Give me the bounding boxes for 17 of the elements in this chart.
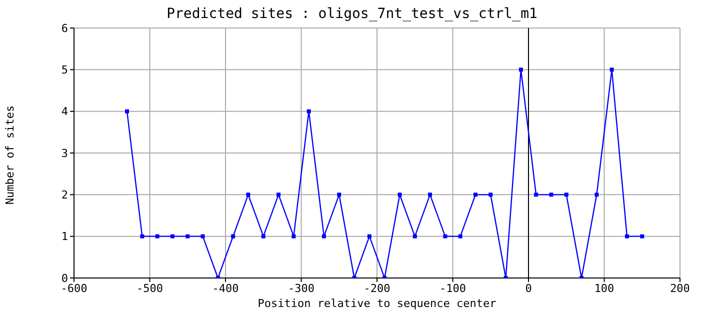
y-tick-label: 6 xyxy=(61,22,68,35)
x-tick-label: -400 xyxy=(212,282,239,295)
y-tick-label: 1 xyxy=(61,230,68,244)
x-tick-label: -500 xyxy=(136,282,163,295)
y-tick-label: 5 xyxy=(61,64,68,77)
x-tick-label: -100 xyxy=(440,282,466,295)
x-tick-label: -200 xyxy=(364,282,390,295)
chart-title: Predicted sites : oligos_7nt_test_vs_ctrl_m1 xyxy=(166,6,538,22)
y-tick-label: 4 xyxy=(61,105,68,118)
y-axis-title: Number of sites xyxy=(4,105,16,205)
y-tick-label: 2 xyxy=(61,188,68,202)
y-tick-label: 3 xyxy=(61,146,68,160)
x-tick-label: 200 xyxy=(670,282,690,295)
x-tick-label: 0 xyxy=(525,282,532,295)
x-tick-label: -300 xyxy=(288,282,314,295)
x-tick-label: 100 xyxy=(594,282,614,295)
x-axis-title: Position relative to sequence center xyxy=(256,297,498,310)
